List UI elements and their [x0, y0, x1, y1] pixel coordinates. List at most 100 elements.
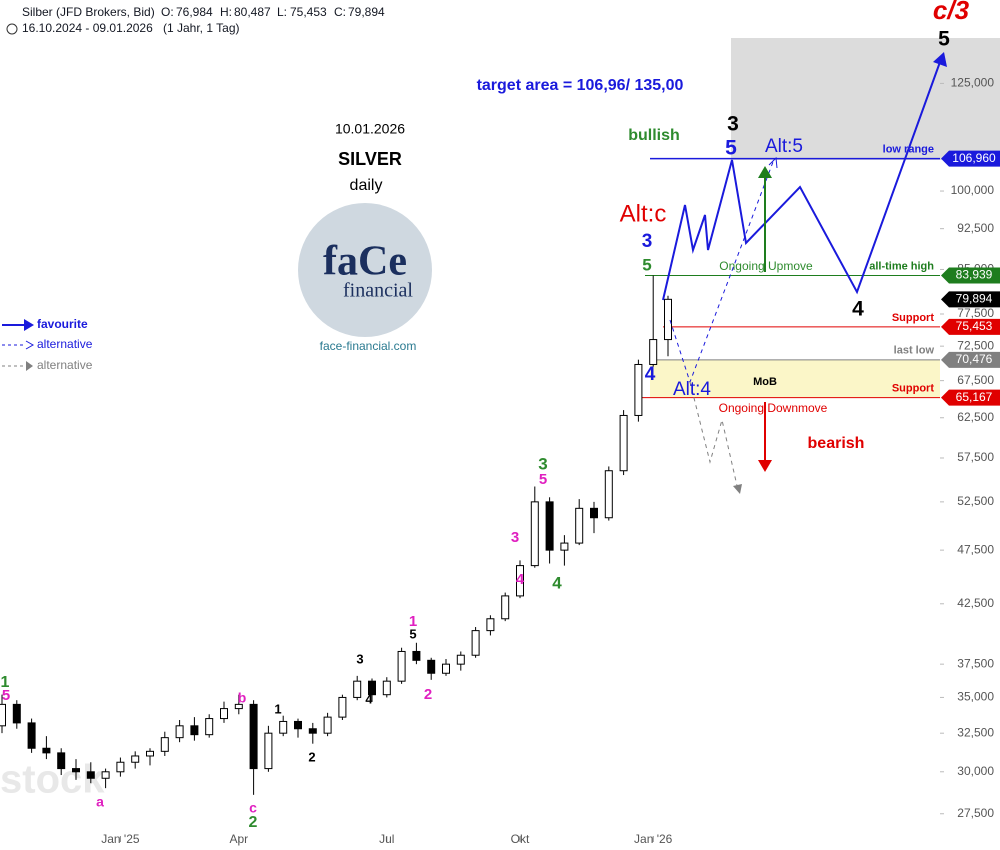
wave-label: 3 [356, 651, 363, 666]
candle-body [146, 750, 154, 757]
y-tick-label: 35,000 [957, 690, 994, 704]
candle-body [294, 720, 302, 730]
candle-body [131, 755, 140, 763]
candle-body [427, 659, 436, 674]
watermark: stock [0, 758, 105, 802]
candle-body [249, 703, 258, 770]
symbol: Silber (JFD Brokers, Bid) [22, 5, 155, 19]
candle-body [72, 768, 80, 773]
wave-label: 5 [725, 137, 737, 160]
y-tick-label: 30,000 [957, 764, 994, 778]
wave-label: Alt:5 [765, 136, 803, 157]
y-tick-label: 42,500 [957, 596, 994, 610]
legend-label: favourite [37, 317, 88, 331]
date-range: 16.10.2024 - 09.01.2026 [22, 21, 153, 35]
candle-body [12, 703, 21, 724]
candle-body [323, 716, 332, 734]
wave-label: 4 [552, 573, 562, 592]
y-tick-label: 125,000 [951, 76, 995, 90]
x-tick-label: Jan '26 [634, 832, 673, 846]
upmove-note: Ongoing Upmove [719, 259, 813, 273]
down-arrow-head [758, 460, 772, 472]
candle-body [501, 595, 510, 620]
candle-body [57, 752, 66, 770]
wave-label: 1 [1, 674, 10, 691]
level-name: Support [892, 312, 934, 324]
logo-timeframe: daily [350, 177, 383, 194]
open: 76,984 [176, 5, 213, 19]
wave-label: 5 [642, 255, 651, 274]
level-name: Support [892, 383, 934, 395]
wave-label: 3 [727, 113, 739, 136]
y-tick-label: 67,500 [957, 373, 994, 387]
candle-body [308, 728, 317, 734]
wave-label: 3 [642, 231, 653, 252]
favourite-path [662, 61, 941, 301]
y-tick-label: 92,500 [957, 221, 994, 235]
low: 75,453 [290, 5, 327, 19]
candle-body [338, 696, 347, 718]
legend-arrow [24, 319, 34, 331]
candle-body [42, 747, 51, 754]
legend-arrow [25, 340, 35, 350]
candle-body [397, 650, 406, 682]
candle-body [649, 339, 658, 365]
wave-label: 1 [409, 613, 417, 630]
target-note: target area = 106,96/ 135,00 [477, 77, 684, 94]
h-label: H: [220, 5, 232, 19]
y-tick-label: 77,500 [957, 306, 994, 320]
candle-body [234, 703, 243, 710]
legend: favourite alternative alternative [2, 317, 93, 372]
candle-body [382, 680, 391, 696]
favourite-arrow [933, 52, 947, 67]
wave-label: 5 [2, 687, 10, 704]
candle-body [353, 680, 362, 698]
candle-body [116, 761, 125, 773]
target-area [731, 38, 1000, 160]
candle-body [220, 708, 228, 720]
logo-brand: faCe [323, 239, 407, 285]
wave-label: c/3 [933, 0, 970, 25]
y-tick-label: 27,500 [957, 806, 994, 820]
y-tick-label: 32,500 [957, 725, 994, 739]
legend-arrow [26, 361, 33, 371]
y-tick-label: 57,500 [957, 450, 994, 464]
candle-body [101, 771, 110, 779]
legend-label: alternative [37, 337, 93, 351]
y-tick-label: 47,500 [957, 542, 994, 556]
legend-label: alternative [37, 358, 93, 372]
candle-body [412, 650, 421, 661]
bearish-note: bearish [808, 435, 865, 452]
mob-zone [650, 359, 940, 398]
wave-label: 4 [645, 364, 656, 385]
alternative-arrow-2 [733, 484, 742, 494]
candle-body [486, 618, 495, 632]
logo-circle [298, 203, 432, 337]
level-tag-label: 106,960 [952, 151, 996, 165]
x-tick-label: Jan '25 [101, 832, 140, 846]
level-tag [941, 291, 1000, 308]
y-tick-label: 62,500 [957, 410, 994, 424]
candle-body [190, 725, 199, 736]
close: 79,894 [348, 5, 385, 19]
logo-url: face-financial.com [320, 339, 417, 353]
y-tick-label: 37,500 [957, 656, 994, 670]
level-name: last low [894, 345, 935, 357]
candle-body [545, 501, 554, 551]
candle-body [279, 720, 288, 734]
wave-label: c [249, 800, 257, 816]
candle-body [530, 501, 539, 567]
interval: (1 Jahr, 1 Tag) [163, 21, 240, 35]
level-tag [941, 389, 1000, 406]
wave-label: 3 [538, 454, 547, 473]
wave-label: 2 [249, 814, 258, 831]
logo-brand2: financial [343, 280, 413, 302]
candle-body [560, 542, 569, 551]
candle-body [664, 298, 672, 341]
wave-label: 1 [274, 701, 281, 716]
candle-body [0, 703, 6, 727]
l-label: L: [277, 5, 287, 19]
level-tag-label: 79,894 [956, 291, 993, 305]
candle-body [575, 507, 584, 544]
y-tick-label: 100,000 [951, 183, 995, 197]
